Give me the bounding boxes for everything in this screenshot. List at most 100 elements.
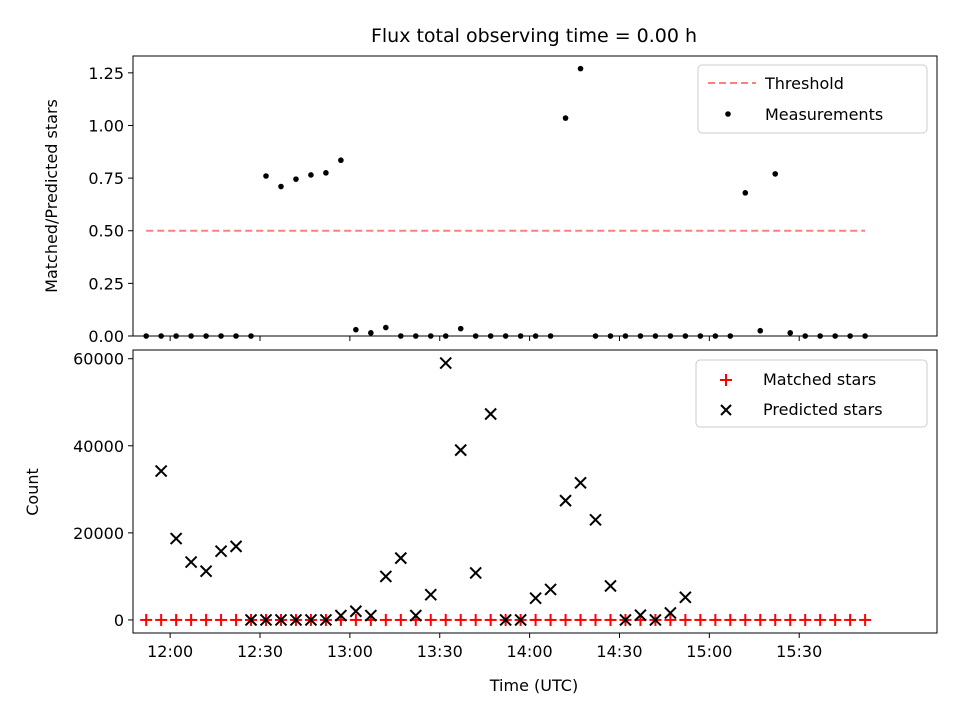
measurement-point [338, 157, 344, 164]
matched-star-marker [379, 613, 392, 626]
x-tick-label: 14:30 [596, 642, 642, 661]
predicted-star-marker [619, 613, 632, 627]
predicted-star-marker [379, 570, 393, 583]
predicted-star-marker [334, 609, 348, 622]
matched-star-marker [694, 613, 707, 626]
predicted-star-marker [589, 513, 602, 527]
predicted-star-marker [199, 564, 213, 578]
matched-star-marker [784, 613, 797, 626]
predicted-star-marker [394, 551, 408, 565]
top-legend-measurements-label: Measurements [765, 105, 883, 124]
measurement-point [457, 325, 464, 332]
predicted-star-marker [439, 356, 452, 370]
matched-star-marker [754, 613, 767, 626]
x-tick-label: 12:00 [147, 642, 193, 661]
predicted-star-marker [229, 540, 243, 553]
top-y-tick-label: 1.00 [88, 116, 124, 135]
matched-star-marker [604, 613, 617, 626]
measurement-point [742, 190, 749, 196]
predicted-star-marker [424, 588, 437, 601]
matched-star-marker [769, 613, 782, 626]
predicted-star-marker [289, 613, 303, 627]
bottom-panel: 12:00 12:30 13:00 13:30 14:00 14:30 15:00 15:30… [23, 349, 938, 695]
predicted-star-marker [559, 494, 572, 507]
bottom-legend-predicted-swatch [720, 404, 732, 416]
matched-star-marker [454, 613, 467, 626]
predicted-star-marker [574, 476, 587, 489]
predicted-star-marker [214, 544, 228, 558]
matched-star-marker [844, 613, 857, 626]
matched-star-marker [349, 613, 362, 626]
matched-star-marker [439, 613, 452, 626]
predicted-star-marker [184, 555, 198, 569]
bottom-panel-ticks: 12:00 12:30 13:00 13:30 14:00 14:30 15:00 15:30… [73, 350, 822, 661]
predicted-star-marker [649, 613, 662, 627]
predicted-star-marker [319, 613, 333, 627]
predicted-star-marker [244, 613, 258, 627]
matched-star-marker [709, 613, 722, 626]
matched-star-marker [724, 613, 737, 626]
predicted-star-marker [604, 579, 617, 593]
chart-title: Flux total observing time = 0.00 h [371, 25, 697, 47]
matched-star-marker [155, 613, 168, 626]
measurement-point [278, 183, 284, 190]
bottom-legend-matched-label: Matched stars [763, 370, 876, 389]
predicted-star-marker [409, 609, 422, 622]
bottom-panel-marks [140, 356, 872, 627]
matched-star-marker [574, 613, 587, 626]
bottom-legend-matched-swatch [720, 374, 732, 386]
matched-star-marker [589, 613, 602, 626]
matched-star-marker [469, 613, 482, 626]
bottom-y-tick-label: 0 [114, 611, 124, 630]
top-panel-ticks: 0.00 0.25 0.50 0.75 1.00 1.25 [88, 64, 800, 346]
top-y-tick-label: 0.75 [88, 169, 124, 188]
top-legend-threshold-label: Threshold [764, 74, 844, 93]
matched-star-marker [829, 613, 842, 626]
measurement-point [383, 324, 389, 331]
matched-star-marker [230, 613, 243, 626]
x-tick-label: 15:00 [686, 642, 732, 661]
bottom-panel-ylabel: Count [23, 468, 42, 516]
predicted-star-marker [454, 443, 467, 457]
matched-star-marker [170, 613, 183, 626]
matched-star-marker [394, 613, 407, 626]
matched-star-marker [185, 613, 198, 626]
predicted-star-marker [349, 605, 363, 618]
matched-star-marker [814, 613, 827, 626]
top-panel-ylabel: Matched/Predicted stars [42, 99, 61, 293]
predicted-star-marker [664, 606, 677, 620]
predicted-star-marker [259, 613, 273, 627]
matched-star-marker [559, 613, 572, 626]
bottom-panel-legend: Matched stars Predicted stars [695, 359, 928, 428]
matched-star-marker [859, 613, 872, 626]
top-legend-measurements-swatch [725, 111, 731, 117]
matched-star-marker [679, 613, 692, 626]
predicted-star-marker [154, 464, 168, 478]
x-tick-label: 13:30 [417, 642, 463, 661]
top-panel-marks [143, 65, 868, 339]
top-y-tick-label: 0.25 [88, 274, 124, 293]
matched-star-marker [544, 613, 557, 626]
x-tick-label: 14:00 [507, 642, 553, 661]
matched-star-marker [484, 613, 497, 626]
measurement-point [308, 172, 314, 178]
matched-star-marker [424, 613, 437, 626]
bottom-y-tick-label: 20000 [73, 524, 124, 543]
x-tick-label: 12:30 [237, 642, 283, 661]
top-panel-legend: Threshold Measurements [697, 64, 928, 134]
bottom-legend-predicted-label: Predicted stars [763, 400, 883, 419]
bottom-y-tick-label: 40000 [73, 437, 124, 456]
predicted-star-marker [499, 613, 512, 627]
top-y-tick-label: 0.00 [88, 327, 124, 346]
predicted-star-marker [304, 613, 318, 627]
measurement-point [323, 170, 329, 176]
bottom-panel-frame [132, 349, 938, 634]
x-tick-label: 13:00 [327, 642, 373, 661]
predicted-star-marker [469, 566, 482, 580]
top-y-tick-label: 0.50 [88, 222, 124, 241]
matched-star-marker [200, 613, 213, 626]
measurement-point [772, 171, 779, 177]
matched-star-marker [529, 613, 542, 626]
predicted-star-marker [484, 407, 497, 421]
